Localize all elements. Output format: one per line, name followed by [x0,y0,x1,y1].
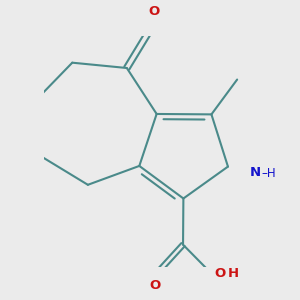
Text: –H: –H [262,167,276,180]
Text: N: N [250,166,261,178]
Text: O: O [214,267,226,280]
Text: H: H [228,267,239,280]
Text: O: O [149,279,160,292]
Text: O: O [148,5,159,18]
